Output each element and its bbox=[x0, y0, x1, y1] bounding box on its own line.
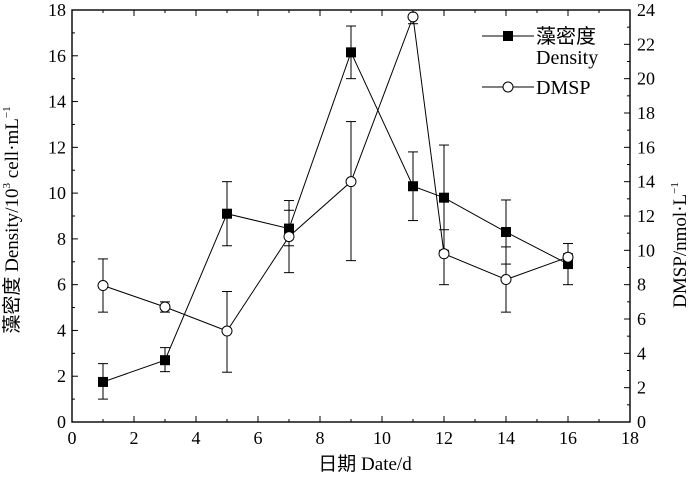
x-tick-label: 8 bbox=[316, 428, 325, 448]
legend-dmsp-marker bbox=[502, 81, 514, 93]
dmsp-point bbox=[159, 301, 171, 313]
x-tick-label: 6 bbox=[254, 428, 263, 448]
dmsp-point bbox=[345, 176, 357, 188]
y-right-tick-label: 8 bbox=[637, 275, 646, 295]
series-lines-layer bbox=[102, 16, 569, 383]
y-right-label-text: DMSP/nmol·L bbox=[670, 194, 691, 308]
density-point bbox=[346, 47, 356, 58]
x-tick-label: 14 bbox=[497, 428, 515, 448]
y-axis-left-label: 藻密度 Density/103 cell·mL−1 bbox=[1, 106, 23, 333]
y-left-tick-label: 12 bbox=[48, 137, 66, 157]
density-point bbox=[439, 192, 449, 203]
y-right-label-sup: −1 bbox=[669, 182, 681, 194]
legend-density-label: 藻密度 bbox=[536, 25, 596, 48]
dmsp-point bbox=[500, 274, 512, 286]
legend-density-marker bbox=[503, 31, 513, 41]
density-point bbox=[408, 181, 418, 192]
y-right-tick-label: 16 bbox=[637, 137, 655, 157]
y-left-tick-label: 6 bbox=[57, 275, 66, 295]
x-axis-label: 日期 Date/d bbox=[318, 453, 412, 475]
dmsp-point bbox=[438, 248, 450, 260]
y-left-tick-label: 4 bbox=[57, 320, 66, 340]
y-right-tick-label: 4 bbox=[637, 343, 646, 363]
density-point bbox=[563, 259, 573, 270]
density-point bbox=[501, 227, 511, 238]
markers-layer bbox=[97, 11, 574, 387]
dmsp-point bbox=[283, 231, 295, 243]
y-left-tick-label: 2 bbox=[57, 366, 66, 386]
tick-labels-layer: 0 2 4 6 8 10 12 14 16 180246810121416180246810121… bbox=[48, 0, 655, 448]
density-point bbox=[98, 376, 108, 387]
y-right-tick-label: 0 bbox=[637, 412, 646, 432]
y-right-tick-label: 10 bbox=[637, 240, 655, 260]
error-bars-layer bbox=[98, 9, 573, 400]
y-left-tick-label: 8 bbox=[57, 229, 66, 249]
y-right-tick-label: 6 bbox=[637, 309, 646, 329]
y-left-label-sup: 3 bbox=[1, 182, 13, 188]
legend-dmsp-label: DMSP bbox=[536, 77, 590, 99]
y-axis-right-label: DMSP/nmol·L−1 bbox=[669, 182, 691, 308]
y-left-tick-label: 0 bbox=[57, 412, 66, 432]
x-tick-label: 0 bbox=[68, 428, 77, 448]
dmsp-point bbox=[97, 280, 109, 292]
density-point bbox=[284, 223, 294, 234]
x-tick-label: 10 bbox=[373, 428, 391, 448]
dmsp-series-line bbox=[102, 16, 569, 332]
density-series-line bbox=[102, 51, 569, 383]
axis-ticks-layer bbox=[71, 9, 631, 423]
x-tick-label: 18 bbox=[621, 428, 639, 448]
y-right-tick-label: 22 bbox=[637, 34, 655, 54]
y-right-tick-label: 20 bbox=[637, 69, 655, 89]
density-point bbox=[160, 355, 170, 366]
y-right-tick-label: 14 bbox=[637, 172, 655, 192]
x-tick-label: 2 bbox=[130, 428, 139, 448]
y-left-tick-label: 16 bbox=[48, 46, 66, 66]
y-left-tick-label: 10 bbox=[48, 183, 66, 203]
dmsp-point bbox=[407, 11, 419, 23]
y-right-tick-label: 18 bbox=[637, 103, 655, 123]
y-left-label-unit: cell·mL bbox=[2, 118, 23, 183]
y-right-tick-label: 2 bbox=[637, 378, 646, 398]
dmsp-point bbox=[221, 325, 233, 337]
x-tick-label: 4 bbox=[192, 428, 201, 448]
legend-density-label-line2: Density bbox=[536, 47, 598, 69]
y-right-tick-label: 12 bbox=[637, 206, 655, 226]
y-left-label-text: 藻密度 Density/10 bbox=[1, 188, 23, 333]
density-point bbox=[222, 208, 232, 219]
x-tick-label: 12 bbox=[435, 428, 453, 448]
y-left-tick-label: 14 bbox=[48, 92, 66, 112]
y-left-tick-label: 18 bbox=[48, 0, 66, 20]
x-tick-label: 16 bbox=[559, 428, 577, 448]
y-right-tick-label: 24 bbox=[637, 0, 655, 20]
legend: 藻密度 Density DMSP bbox=[482, 25, 598, 99]
y-left-label-unit-sup: −1 bbox=[1, 106, 13, 118]
dmsp-point bbox=[562, 251, 574, 263]
